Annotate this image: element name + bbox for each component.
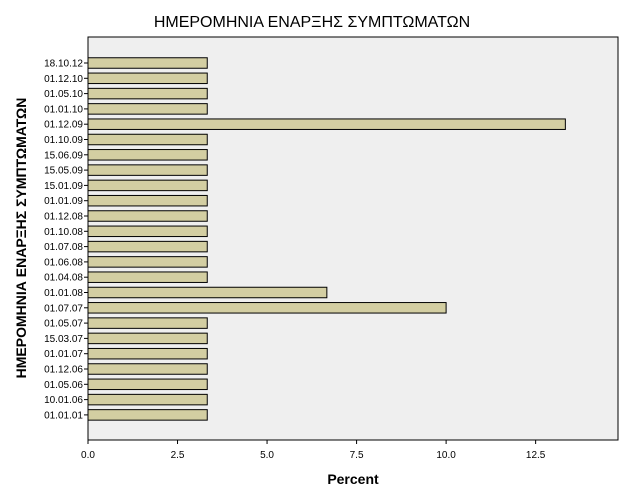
x-tick-label: 0.0: [81, 450, 95, 461]
bar-01.01.09: [87, 194, 208, 207]
bar-01.01.10: [87, 103, 208, 115]
y-tick-label: 01.01.01: [44, 410, 83, 421]
x-tick-label: 7.5: [350, 450, 364, 461]
y-tick-label: 10.01.06: [44, 395, 83, 406]
bar-01.12.09: [87, 118, 566, 130]
bar-15.03.07: [87, 332, 208, 345]
bar-01.12.10: [87, 72, 208, 85]
y-axis-title: ΗΜΕΡΟΜΗΝΙΑ ΕΝΑΡΞΗΣ ΣΥΜΠΤΩΜΑΤΩΝ: [13, 98, 29, 379]
y-tick-label: 15.06.09: [44, 150, 83, 161]
bar-01.12.08: [87, 210, 208, 222]
bar-01.04.08: [87, 271, 208, 283]
bar-15.05.09: [87, 164, 208, 176]
bar-01.07.08: [87, 240, 208, 253]
x-axis-ticks: 0.0 2.5 5.0 7.5 10.0 12.5: [81, 440, 546, 461]
bar-15.01.09: [87, 179, 208, 192]
bar-15.06.09: [87, 149, 208, 161]
bar-01.05.07: [87, 317, 208, 329]
y-tick-label: 01.12.08: [44, 212, 83, 223]
y-tick-label: 15.05.09: [44, 166, 83, 177]
y-tick-label: 01.01.08: [44, 288, 83, 299]
y-tick-label: 01.05.07: [44, 319, 83, 330]
y-tick-label: 01.07.08: [44, 242, 83, 253]
y-tick-label: 01.10.09: [44, 135, 83, 146]
bar-18.10.12: [87, 57, 208, 69]
y-tick-label: 01.01.07: [44, 349, 83, 360]
bars-group: [87, 57, 566, 421]
bar-01.06.08: [87, 256, 208, 268]
y-tick-label: 01.01.09: [44, 196, 83, 207]
x-tick-label: 10.0: [436, 450, 456, 461]
bar-01.12.06: [87, 363, 208, 375]
y-tick-label: 15.01.09: [44, 181, 83, 192]
x-tick-label: 5.0: [260, 450, 274, 461]
y-tick-label: 01.12.09: [44, 120, 83, 131]
x-tick-label: 12.5: [526, 450, 546, 461]
y-tick-label: 01.05.10: [44, 89, 83, 100]
chart-title: ΗΜΕΡΟΜΗΝΙΑ ΕΝΑΡΞΗΣ ΣΥΜΠΤΩΜΑΤΩΝ: [154, 14, 470, 31]
y-tick-label: 01.07.07: [44, 303, 83, 314]
y-tick-label: 01.10.08: [44, 227, 83, 238]
bar-01.05.06: [87, 378, 208, 391]
y-tick-label: 01.12.10: [44, 74, 83, 85]
y-axis-ticks: 18.10.12 01.12.10 01.05.10 01.01.10 01.12.09…: [44, 59, 88, 421]
bar-01.01.01: [87, 409, 208, 421]
bar-01.07.07: [87, 302, 447, 314]
bar-10.01.06: [87, 393, 208, 406]
bar-01.01.07: [87, 347, 208, 360]
bar-01.10.08: [87, 225, 208, 238]
bar-01.05.10: [87, 87, 208, 100]
bar-01.10.09: [87, 133, 208, 146]
y-tick-label: 18.10.12: [44, 59, 83, 70]
y-tick-label: 15.03.07: [44, 334, 83, 345]
bar-01.01.08: [87, 286, 328, 299]
y-tick-label: 01.06.08: [44, 257, 83, 268]
y-tick-label: 01.05.06: [44, 380, 83, 391]
x-axis-title: Percent: [327, 471, 379, 487]
y-tick-label: 01.01.10: [44, 104, 83, 115]
x-tick-label: 2.5: [171, 450, 185, 461]
y-tick-label: 01.04.08: [44, 273, 83, 284]
y-tick-label: 01.12.06: [44, 365, 83, 376]
